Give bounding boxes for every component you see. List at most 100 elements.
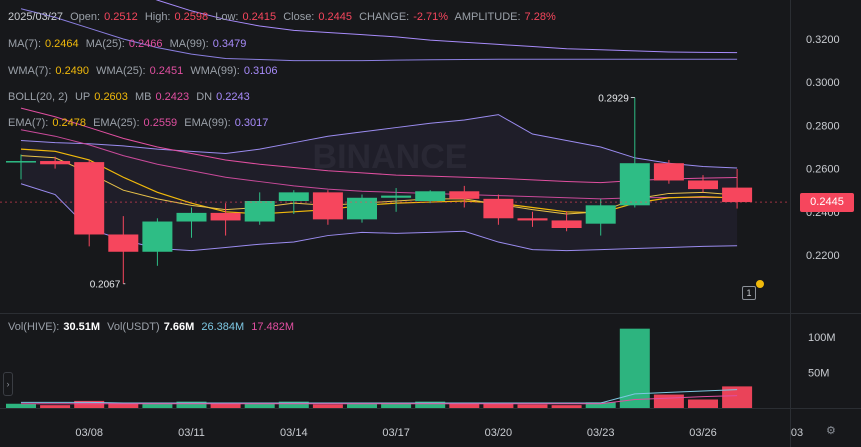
open-value: 0.2512 <box>104 11 138 23</box>
boll-mb-value: 0.2423 <box>155 91 190 103</box>
close-value: 0.2445 <box>318 11 353 23</box>
ma99-line <box>155 0 738 54</box>
ema99-label: EMA(99): <box>184 117 231 129</box>
candle-body <box>722 187 753 203</box>
volume-bar <box>688 399 718 408</box>
volume-bar <box>278 401 309 408</box>
volume-bar <box>347 403 377 408</box>
ma7-line <box>20 148 738 215</box>
volume-bar <box>74 400 105 408</box>
volume-header[interactable]: Vol(HIVE): 30.51M Vol(USDT) 7.66M 26.384M … <box>8 321 298 333</box>
volume-bar <box>381 403 412 408</box>
amplitude-label: AMPLITUDE: <box>454 11 521 23</box>
candle-body <box>653 163 684 181</box>
boll-mb-label: MB <box>134 91 152 103</box>
time-axis-label: 03/17 <box>382 427 410 439</box>
wma25-value: 0.2451 <box>149 65 184 77</box>
vol-ma-a-value: 26.384M <box>201 321 245 333</box>
candle-body <box>517 218 548 221</box>
candle-body <box>6 161 36 163</box>
volume-bar <box>210 403 241 408</box>
candle-body <box>312 192 343 220</box>
ema7-line <box>20 155 738 215</box>
candle-body <box>40 161 71 165</box>
ema7-label: EMA(7): <box>8 117 49 129</box>
current-price-tag: 0.2445 <box>800 193 854 212</box>
volume-bar <box>142 403 173 408</box>
volume-bar <box>244 403 275 408</box>
ma99-value: 0.3479 <box>212 38 247 50</box>
volume-bar <box>483 403 514 408</box>
change-value: -2.71% <box>413 11 449 23</box>
boll-row[interactable]: BOLL(20, 2) UP 0.2603 MB 0.2423 DN 0.2243 <box>8 91 254 103</box>
watermark-text: BINANCE <box>313 138 468 176</box>
open-label: Open: <box>70 11 101 23</box>
axis-settings-icon[interactable]: ⚙ <box>826 425 836 437</box>
wma25-label: WMA(25): <box>96 65 146 77</box>
volume-bar <box>551 405 582 408</box>
wma7-label: WMA(7): <box>8 65 52 77</box>
volume-bar <box>6 403 36 408</box>
volume-ma-b-line <box>21 395 738 405</box>
time-axis-label: 03/11 <box>178 427 205 439</box>
chart-tool-icon[interactable]: 1 <box>742 286 756 300</box>
ema99-value: 0.3017 <box>234 117 269 129</box>
candle-body <box>415 191 446 201</box>
low-label: Low: <box>215 11 239 23</box>
volume-ma-a-line <box>21 389 738 404</box>
volume-bar <box>653 394 684 408</box>
candle-body <box>108 234 139 252</box>
time-axis-label: 03/26 <box>689 427 717 439</box>
candle-body <box>551 220 582 228</box>
low-value: 0.2415 <box>242 11 277 23</box>
volume-bar <box>722 386 753 408</box>
time-axis-label: 03/23 <box>587 427 615 439</box>
high-value: 0.2598 <box>174 11 209 23</box>
candle-body <box>74 162 105 235</box>
wma99-label: WMA(99): <box>190 65 240 77</box>
wma99-line <box>20 8 738 62</box>
wma-row[interactable]: WMA(7): 0.2490 WMA(25): 0.2451 WMA(99): 0.3… <box>8 65 281 77</box>
volume-bar <box>585 402 616 408</box>
ema25-value: 0.2559 <box>143 117 178 129</box>
time-axis-label: 03/14 <box>280 427 308 439</box>
volume-bar <box>312 404 343 408</box>
ma25-line <box>20 129 738 200</box>
ma25-value: 0.2466 <box>128 38 163 50</box>
ohlc-header: 2025/03/27 Open: 0.2512 High: 0.2598 Low: 0… <box>8 11 560 23</box>
volume-bar <box>449 403 480 408</box>
vol-hive-value: 30.51M <box>63 321 101 333</box>
candle-body <box>278 192 309 201</box>
price-axis-label: 0.2200 <box>806 250 840 262</box>
close-label: Close: <box>283 11 315 23</box>
candle-body <box>381 195 412 198</box>
candle-body <box>210 212 241 221</box>
ma99-label: MA(99): <box>169 38 209 50</box>
bollinger-upper-line <box>20 114 738 169</box>
vol-usdt-value: 7.66M <box>163 321 195 333</box>
ema-row[interactable]: EMA(7): 0.2478 EMA(25): 0.2559 EMA(99): 0.3… <box>8 117 272 129</box>
ma-row[interactable]: MA(7): 0.2464 MA(25): 0.2466 MA(99): 0.3479 <box>8 38 250 50</box>
boll-dn-label: DN <box>196 91 213 103</box>
candle-body <box>688 180 718 190</box>
notification-dot-icon <box>756 280 764 288</box>
volume-axis-label: 50M <box>808 368 829 380</box>
ma25-label: MA(25): <box>85 38 125 50</box>
wma7-value: 0.2490 <box>55 65 90 77</box>
candle-body <box>142 221 173 252</box>
candle-body <box>585 205 616 224</box>
boll-up-value: 0.2603 <box>94 91 128 103</box>
ma7-label: MA(7): <box>8 38 41 50</box>
change-label: CHANGE: <box>359 11 410 23</box>
volume-axis-label: 100M <box>808 332 836 344</box>
volume-bar <box>619 328 650 408</box>
expand-arrow-icon[interactable]: › <box>3 372 13 396</box>
boll-dn-value: 0.2243 <box>216 91 250 103</box>
annotation-high-label: 0.2929 <box>598 94 629 105</box>
price-axis-label: 0.2800 <box>806 120 840 132</box>
volume-bar <box>40 405 71 408</box>
bollinger-lower-line <box>20 183 738 252</box>
time-axis-label: 03 <box>791 427 803 439</box>
candle-body <box>449 191 480 199</box>
